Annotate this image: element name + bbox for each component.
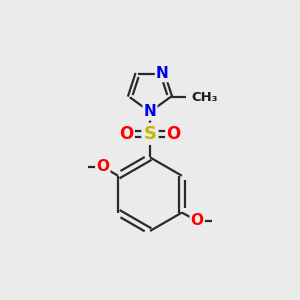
Text: O: O: [96, 159, 109, 174]
Text: CH₃: CH₃: [192, 91, 218, 104]
Text: O: O: [167, 125, 181, 143]
Text: N: N: [156, 66, 169, 81]
Text: S: S: [143, 125, 157, 143]
Text: N: N: [144, 104, 156, 119]
Text: O: O: [119, 125, 134, 143]
Text: O: O: [191, 213, 204, 228]
